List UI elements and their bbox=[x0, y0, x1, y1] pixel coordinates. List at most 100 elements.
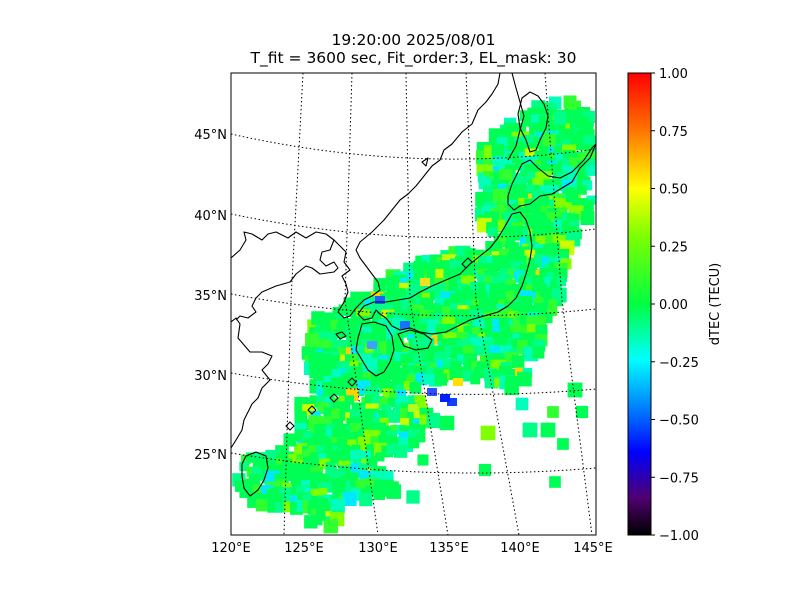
dtec-cell bbox=[472, 255, 483, 266]
dtec-cell bbox=[254, 452, 266, 463]
dtec-cell bbox=[330, 498, 345, 514]
dtec-cell bbox=[450, 353, 461, 364]
dtec-cell bbox=[464, 248, 476, 259]
dtec-cell bbox=[330, 384, 342, 396]
dtec-cell bbox=[255, 499, 268, 512]
dtec-cell bbox=[365, 394, 376, 406]
dtec-cell bbox=[365, 458, 378, 470]
dtec-cell bbox=[563, 150, 575, 162]
dtec-cell bbox=[499, 248, 510, 259]
dtec-cell bbox=[339, 354, 349, 364]
dtec-cell bbox=[565, 123, 575, 133]
dtec-cell bbox=[570, 129, 582, 142]
coastline-honshu bbox=[357, 211, 533, 335]
dtec-cell bbox=[485, 362, 496, 373]
meridian-125 bbox=[283, 73, 304, 535]
dtec-cell bbox=[492, 188, 508, 204]
dtec-cell bbox=[542, 313, 553, 324]
dtec-cell bbox=[442, 306, 453, 318]
dtec-cell bbox=[569, 116, 580, 127]
colorbar-tick-label: 1.00 bbox=[659, 67, 688, 82]
dtec-cell bbox=[350, 423, 363, 435]
dtec-cell bbox=[540, 422, 556, 438]
dtec-cell bbox=[553, 197, 567, 211]
dtec-cell bbox=[483, 305, 495, 317]
dtec-cell bbox=[540, 171, 552, 182]
dtec-cell bbox=[386, 484, 401, 499]
dtec-cell bbox=[519, 110, 531, 121]
lon-label-135: 135°E bbox=[429, 541, 469, 556]
dtec-cell bbox=[420, 278, 430, 286]
lat-label-25: 25°N bbox=[194, 448, 227, 463]
colorbar-ticks bbox=[651, 72, 655, 536]
dtec-cell bbox=[534, 150, 545, 161]
dtec-cell bbox=[435, 268, 446, 280]
dtec-cell bbox=[493, 262, 503, 272]
dtec-cell bbox=[582, 180, 593, 191]
colorbar-tick-label: 0.50 bbox=[659, 183, 688, 198]
dtec-cell bbox=[577, 171, 587, 182]
dtec-cell bbox=[528, 332, 540, 344]
lat-label-40: 40°N bbox=[194, 209, 227, 224]
dtec-cell bbox=[569, 182, 580, 192]
dtec-cell bbox=[440, 394, 450, 402]
lon-label-125: 125°E bbox=[284, 541, 324, 556]
dtec-cell bbox=[529, 129, 539, 139]
dtec-cell bbox=[357, 436, 370, 449]
dtec-cell bbox=[323, 519, 338, 534]
dtec-cell bbox=[543, 276, 554, 287]
dtec-cell bbox=[324, 423, 334, 433]
dtec-cell bbox=[409, 381, 422, 394]
dtec-cell bbox=[556, 276, 566, 287]
map-title-params: T_fit = 3600 sec, Fit_order:3, EL_mask: … bbox=[250, 49, 577, 67]
dtec-cell bbox=[554, 152, 564, 162]
meridian-130 bbox=[344, 73, 379, 535]
lon-label-145: 145°E bbox=[573, 541, 613, 556]
dtec-cell bbox=[479, 327, 489, 338]
dtec-cell bbox=[548, 299, 558, 309]
dtec-cell bbox=[563, 200, 573, 210]
dtec-cell bbox=[339, 410, 351, 421]
dtec-cell bbox=[549, 476, 561, 488]
dtec-cell bbox=[303, 430, 313, 441]
dtec-cell bbox=[551, 287, 567, 303]
dtec-cell bbox=[512, 305, 523, 315]
dtec-cell bbox=[362, 357, 378, 373]
dtec-cell bbox=[303, 465, 315, 476]
dtec-cell bbox=[557, 207, 568, 217]
dtec-cell bbox=[365, 332, 376, 342]
dtec-cell bbox=[447, 398, 457, 406]
dtec-cell bbox=[359, 493, 373, 507]
dtec-cell bbox=[379, 486, 391, 497]
dtec-cell bbox=[463, 325, 476, 338]
dtec-cell bbox=[550, 279, 562, 291]
dtec-cell bbox=[393, 333, 404, 344]
dtec-cell bbox=[319, 353, 333, 367]
dtec-cell bbox=[478, 299, 491, 311]
colorbar-tick-label: 0.75 bbox=[659, 125, 688, 140]
dtec-cell bbox=[319, 367, 330, 378]
dtec-cell bbox=[310, 479, 322, 491]
dtec-cell bbox=[347, 439, 357, 449]
dtec-cell bbox=[274, 502, 285, 513]
dtec-cell bbox=[314, 424, 326, 436]
colorbar-tick-label: −0.25 bbox=[659, 356, 699, 371]
colorbar-tick-label: −1.00 bbox=[659, 529, 699, 544]
dtec-cell bbox=[563, 95, 577, 109]
coastline-shikoku bbox=[397, 329, 433, 351]
dtec-cell bbox=[422, 283, 433, 295]
dtec-cell bbox=[506, 236, 516, 246]
dtec-cell bbox=[318, 389, 328, 399]
dtec-cell bbox=[393, 444, 408, 458]
dtec-cell bbox=[504, 380, 519, 395]
dtec-cell bbox=[311, 311, 325, 325]
dtec-cell bbox=[390, 424, 400, 434]
dtec-cell bbox=[305, 474, 315, 485]
dtec-cell bbox=[486, 256, 497, 266]
dtec-cell bbox=[449, 293, 459, 303]
dtec-cell bbox=[312, 514, 323, 526]
coastlines bbox=[231, 73, 596, 497]
dtec-cell bbox=[586, 158, 596, 168]
dtec-cell bbox=[539, 306, 552, 319]
